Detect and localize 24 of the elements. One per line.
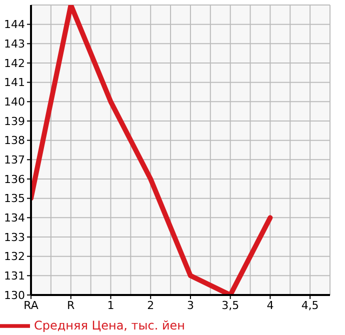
y-tick-label: 137 <box>4 154 25 167</box>
y-tick-label: 134 <box>4 212 25 225</box>
x-tick-label: 4 <box>266 298 274 312</box>
x-tick-label: 3,5 <box>222 298 240 312</box>
y-tick-label: 138 <box>4 134 25 148</box>
y-tick-label: 141 <box>4 76 25 90</box>
y-tick-label: 130 <box>4 288 25 302</box>
x-tick-label: RA <box>24 298 39 312</box>
x-tick-label: 2 <box>147 298 154 312</box>
y-tick-label: 132 <box>4 250 25 264</box>
legend-label: Средняя Цена, тыс. йен <box>34 318 186 332</box>
y-tick-label: 135 <box>4 192 25 206</box>
x-tick-label: 4,5 <box>301 298 319 312</box>
y-tick-label: 131 <box>4 270 25 283</box>
x-tick-label: 1 <box>107 298 114 312</box>
y-tick-label: 140 <box>4 96 25 109</box>
x-tick-label: 3 <box>186 298 194 312</box>
y-tick-label: 144 <box>4 18 25 32</box>
y-tick-label: 142 <box>4 56 25 70</box>
y-tick-label: 136 <box>4 172 25 186</box>
y-tick-label: 133 <box>4 230 25 244</box>
y-tick-label: 139 <box>4 114 25 128</box>
y-tick-label: 143 <box>4 38 25 51</box>
x-tick-label: R <box>67 298 76 312</box>
